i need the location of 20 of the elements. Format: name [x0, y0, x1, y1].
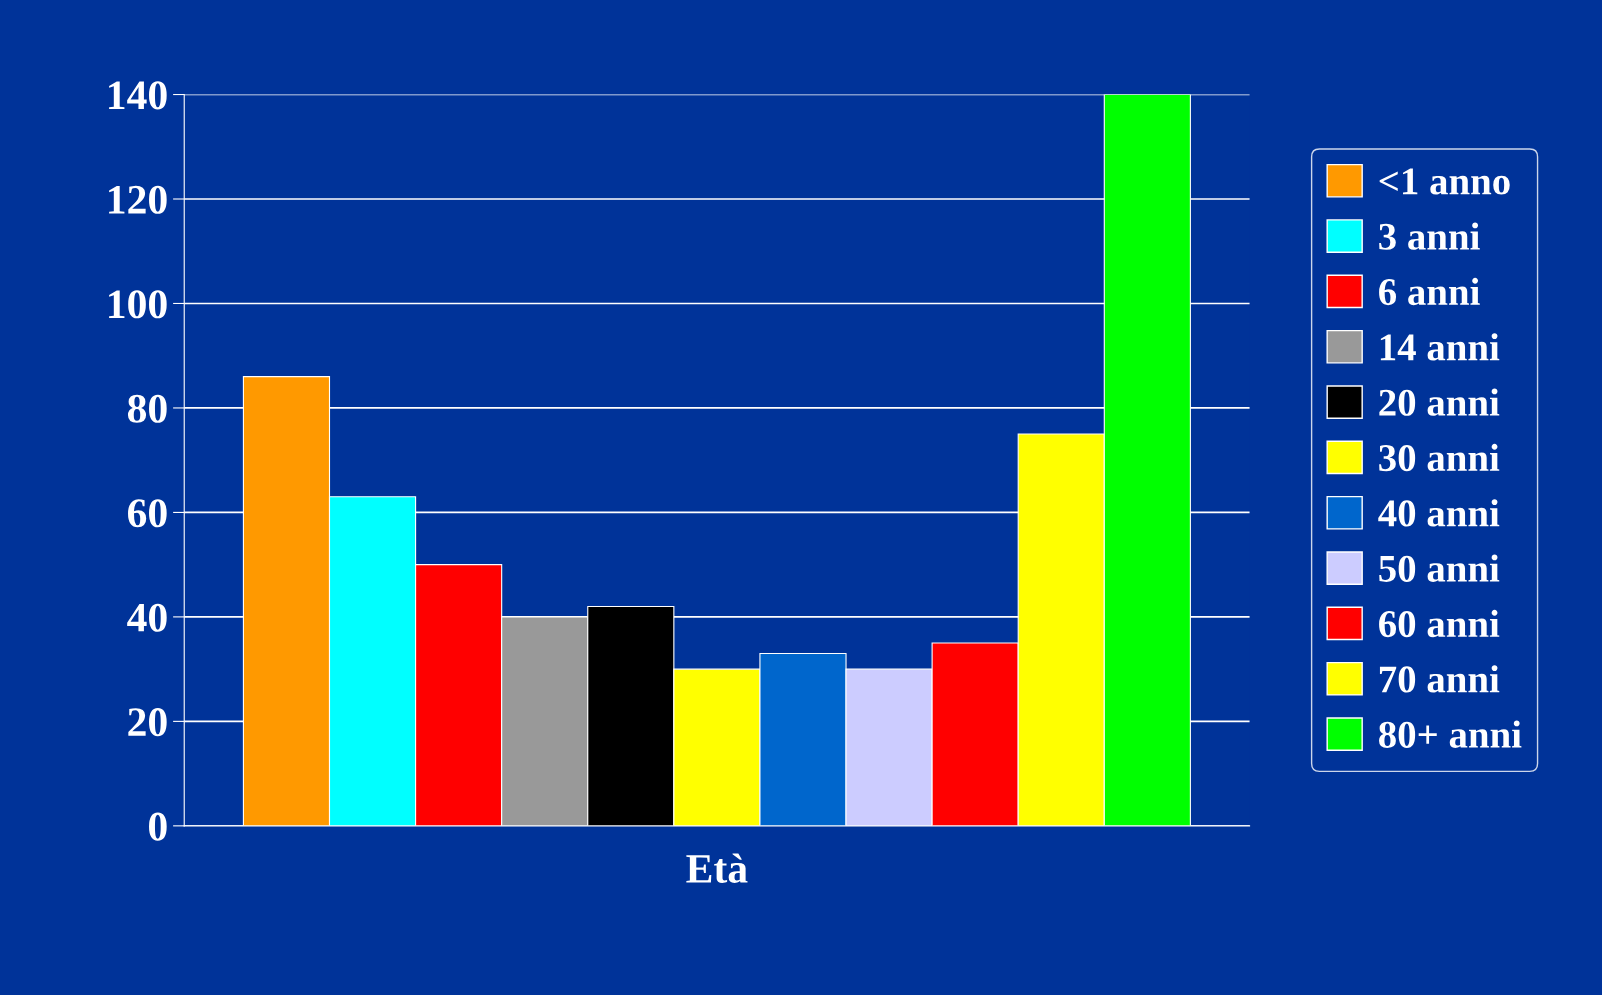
- legend-label: 70 anni: [1379, 665, 1500, 693]
- y-tick-label: 80: [127, 394, 167, 423]
- legend-label: <1 anno: [1379, 168, 1510, 195]
- y-tick-label: 20: [128, 708, 167, 737]
- y-tick-label: 140: [109, 81, 167, 110]
- legend-label: 40 anni: [1378, 499, 1500, 527]
- legend-label: 14 anni: [1380, 333, 1500, 361]
- y-tick-label: 100: [109, 290, 167, 319]
- legend-label: 6 anni: [1379, 277, 1480, 306]
- y-tick-label: 60: [128, 499, 167, 528]
- legend-label: 3 anni: [1379, 222, 1480, 250]
- y-tick-label: 0: [149, 812, 167, 841]
- y-tick-label: 40: [127, 603, 167, 632]
- legend-label: 50 anni: [1379, 554, 1500, 582]
- legend-label: 60 anni: [1379, 609, 1500, 638]
- x-tick-label: Età: [686, 853, 748, 883]
- legend-label: 30 anni: [1379, 443, 1500, 472]
- legend-label: 20 anni: [1379, 388, 1500, 416]
- legend-label: 80+ anni: [1379, 720, 1522, 748]
- y-tick-label: 120: [109, 185, 167, 214]
